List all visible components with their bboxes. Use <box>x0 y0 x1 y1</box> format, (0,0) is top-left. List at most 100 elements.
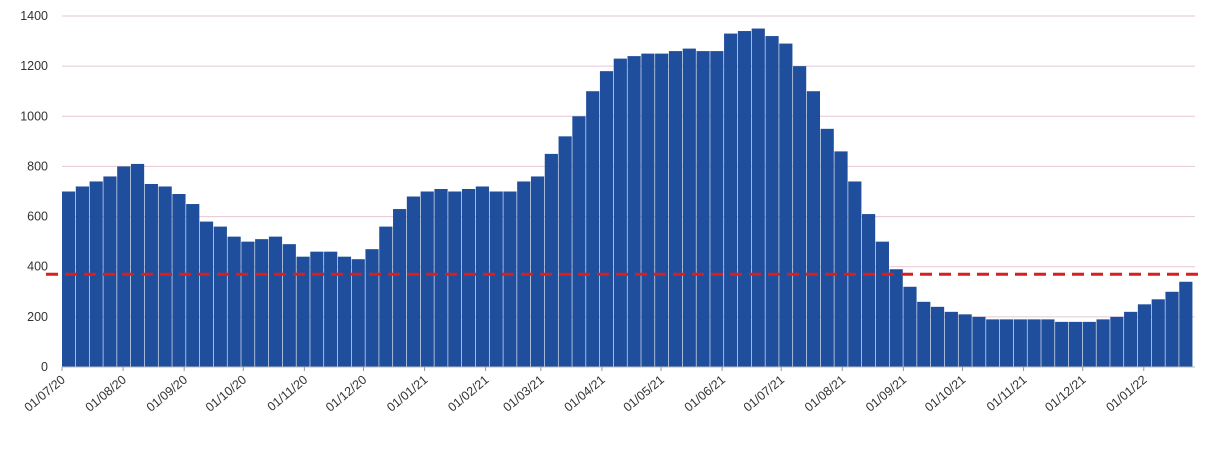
bar <box>406 196 421 367</box>
x-tick-label: 01/04/21 <box>562 373 608 415</box>
bar <box>641 53 655 367</box>
bar <box>1137 304 1152 367</box>
bar <box>627 56 641 367</box>
bar <box>489 191 503 367</box>
x-tick-label: 01/10/21 <box>922 373 968 415</box>
x-tick-label: 01/08/21 <box>802 373 848 415</box>
bar <box>972 316 986 367</box>
bar <box>117 166 131 367</box>
bar <box>379 226 393 367</box>
bar <box>475 186 489 367</box>
bar <box>1124 311 1138 367</box>
bar <box>130 163 145 367</box>
y-tick-label: 800 <box>27 159 48 173</box>
bar <box>1151 299 1165 367</box>
bar <box>310 251 324 367</box>
x-tick-label: 01/12/21 <box>1042 373 1088 415</box>
bar <box>655 53 669 367</box>
bar <box>1055 321 1069 367</box>
bar <box>393 209 407 367</box>
x-tick-label: 01/09/21 <box>863 373 909 415</box>
bar <box>241 241 255 367</box>
y-tick-label: 600 <box>27 210 48 224</box>
y-tick-label: 400 <box>27 260 48 274</box>
bar <box>944 311 958 367</box>
y-tick-label: 0 <box>41 360 48 374</box>
bar <box>1165 291 1179 367</box>
bar <box>75 186 89 367</box>
bar <box>296 256 310 367</box>
bar <box>751 28 765 368</box>
bar <box>199 221 214 367</box>
bar <box>1096 319 1110 367</box>
y-tick-label: 1200 <box>20 59 48 73</box>
bar <box>420 191 434 367</box>
bar <box>1082 321 1096 367</box>
x-tick-label: 01/08/20 <box>83 373 129 415</box>
bar <box>1179 281 1193 367</box>
bar <box>103 176 117 367</box>
bar <box>186 204 200 367</box>
bar <box>337 256 352 367</box>
bar <box>461 188 476 367</box>
bar <box>613 58 627 367</box>
bar <box>213 226 227 367</box>
x-tick-label: 01/10/20 <box>203 373 249 415</box>
bar <box>1110 316 1124 367</box>
bar <box>1027 319 1041 367</box>
bar <box>820 128 834 367</box>
bar <box>696 51 710 367</box>
bar <box>351 259 365 367</box>
bar <box>586 91 600 367</box>
bar <box>572 116 586 368</box>
bar <box>62 191 76 367</box>
bar <box>710 51 724 367</box>
bar <box>268 236 283 367</box>
bar <box>668 51 683 367</box>
bar <box>724 33 738 368</box>
bar <box>158 186 172 367</box>
y-tick-label: 200 <box>27 310 48 324</box>
bar <box>737 31 752 368</box>
bar <box>255 239 269 367</box>
bar <box>958 314 972 367</box>
x-tick-label: 01/01/22 <box>1103 373 1149 415</box>
bar <box>448 191 462 367</box>
bar <box>282 244 296 367</box>
x-tick-label: 01/05/21 <box>621 373 667 415</box>
bar <box>861 214 876 367</box>
bar <box>530 176 545 367</box>
bar <box>875 241 889 367</box>
bar <box>1041 319 1055 367</box>
bar <box>903 286 917 367</box>
x-tick-label: 01/09/20 <box>144 373 190 415</box>
bar <box>889 269 903 367</box>
bar <box>834 151 848 367</box>
y-tick-label: 1400 <box>20 9 48 23</box>
bar <box>917 301 931 367</box>
bar <box>682 48 696 367</box>
y-tick-label: 1000 <box>20 109 48 123</box>
bar <box>986 319 1000 367</box>
bar <box>172 194 186 367</box>
x-tick-label: 01/12/20 <box>323 373 369 415</box>
x-tick-label: 01/02/21 <box>445 373 491 415</box>
bar <box>1068 321 1083 367</box>
bar <box>544 153 558 367</box>
x-tick-label: 01/07/21 <box>741 373 787 415</box>
bar <box>806 91 821 367</box>
x-tick-label: 01/01/21 <box>384 373 430 415</box>
bar <box>89 181 103 367</box>
x-tick-label: 01/07/20 <box>22 373 68 415</box>
bar <box>324 251 338 367</box>
x-tick-label: 01/11/21 <box>984 373 1030 414</box>
bar <box>599 71 614 368</box>
bar <box>779 43 793 367</box>
x-tick-label: 01/03/21 <box>500 373 546 415</box>
bar <box>365 249 379 367</box>
x-tick-label: 01/11/20 <box>265 373 311 414</box>
bar <box>793 66 807 368</box>
bar <box>930 306 945 367</box>
